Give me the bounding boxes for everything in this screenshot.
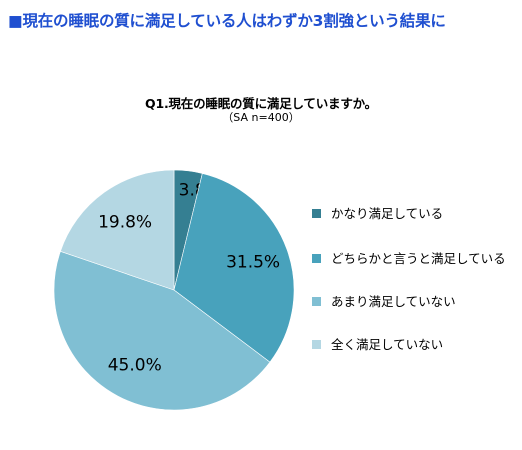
pie-slice-2 [173, 173, 295, 363]
legend-swatch-4 [312, 340, 321, 349]
legend-item-4: 全く満足していない [312, 336, 512, 354]
pie-data-label-4: 19.8% [98, 213, 152, 233]
legend-swatch-2 [312, 254, 321, 263]
chart-subtitle: （SA n=400） [222, 111, 300, 124]
legend-item-2: どちらかと言うと満足している [312, 250, 512, 268]
legend-label-2: どちらかと言うと満足している [331, 251, 506, 266]
page-headline: ■現在の睡眠の質に満足している人はわずか3割強という結果に [8, 12, 446, 30]
legend-label-1: かなり満足している [331, 206, 444, 221]
legend-label-4: 全く満足していない [331, 337, 444, 352]
pie-data-label-3: 45.0% [108, 355, 162, 375]
pie-slice-3 [53, 250, 271, 411]
chart-title: Q1.現在の睡眠の質に満足していますか。 [145, 96, 377, 111]
legend-swatch-1 [312, 209, 321, 218]
legend-swatch-3 [312, 297, 321, 306]
legend-label-3: あまり満足していない [331, 294, 456, 309]
legend-item-1: かなり満足している [312, 205, 512, 223]
legend-item-3: あまり満足していない [312, 293, 512, 311]
pie-slice-4 [60, 169, 175, 291]
pie-data-label-2: 31.5% [226, 253, 280, 273]
